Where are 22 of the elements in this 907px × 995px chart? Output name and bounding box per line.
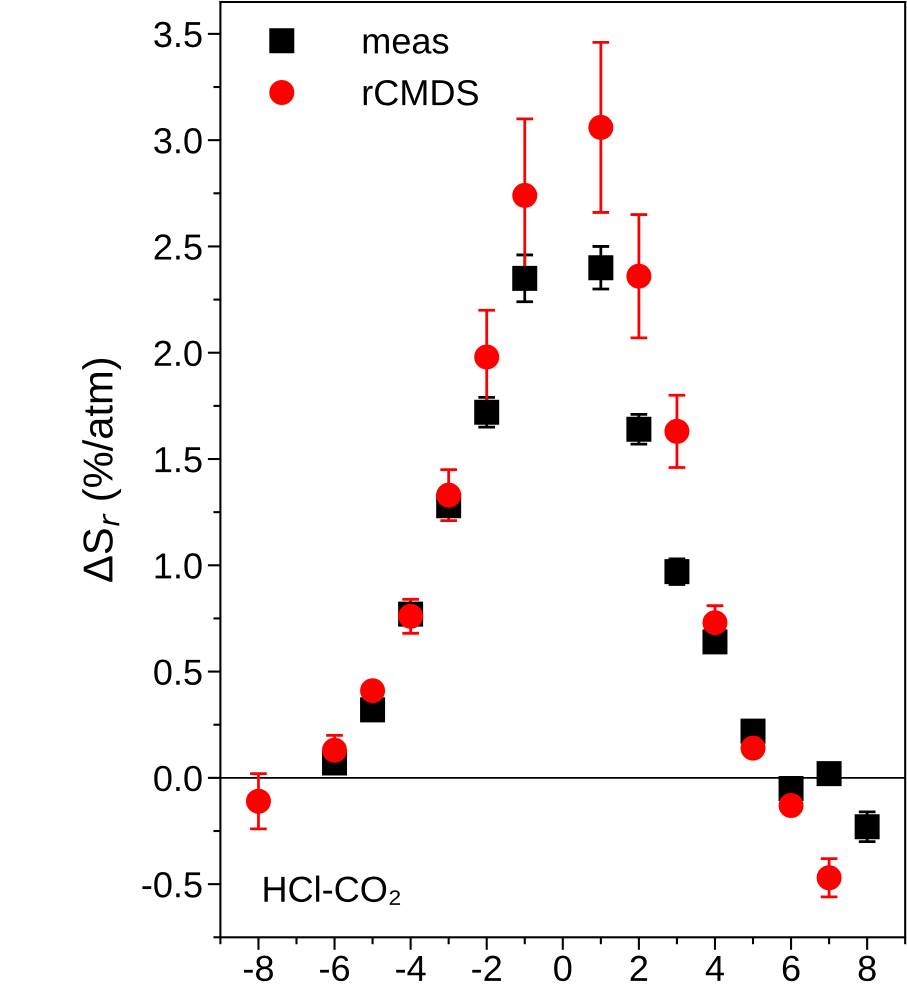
x-tick-label: 2 [630,956,648,981]
x-tick-label: -2 [472,956,501,981]
y-tick-label: -0.5 [142,872,202,898]
annotation: HCl-CO₂ [264,876,400,905]
y-tick-label: 2.0 [154,340,202,366]
y-tick-label: 2.5 [154,234,202,260]
x-tick-label: 0 [554,956,572,982]
y-tick-label: 3.0 [154,128,202,154]
x-tick-label: 4 [706,956,724,981]
x-tick-label: -8 [244,956,273,982]
x-tick-label: -4 [396,956,426,981]
y-tick-label: 3.5 [154,22,202,48]
legend-label: rCMDS [364,80,478,106]
y-tick-label: 0.0 [154,766,202,792]
y-tick-label: 0.5 [154,659,202,686]
y-tick-label: 1.5 [156,447,202,472]
x-tick-label: -6 [320,956,349,982]
y-axis-title: ΔS$_{r}$ (%/atm) [82,358,122,582]
legend-label: meas [364,34,448,54]
x-tick-label: 6 [782,956,800,982]
x-tick-label: 8 [858,956,876,982]
y-tick-label: 1.0 [156,553,202,579]
